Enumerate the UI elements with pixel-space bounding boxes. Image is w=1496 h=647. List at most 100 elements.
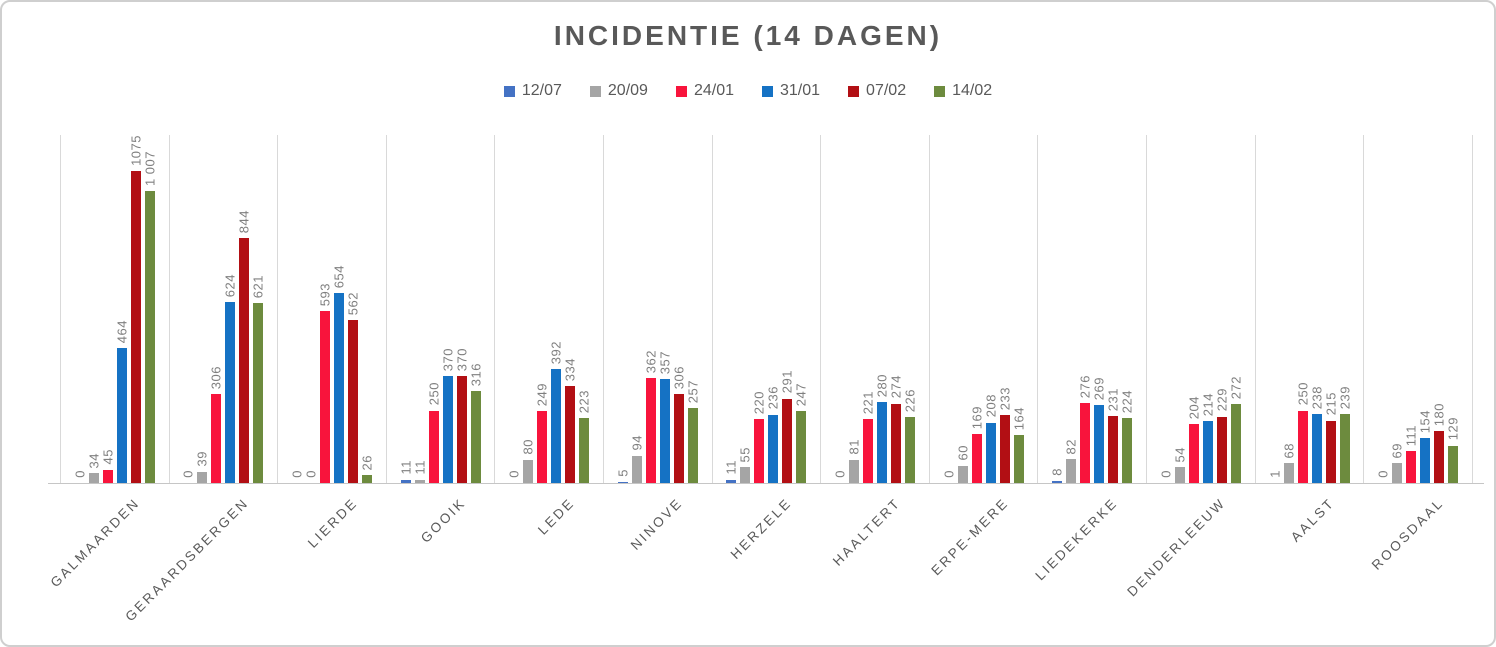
bar-value-label: 229 bbox=[1214, 388, 1230, 412]
bar bbox=[1311, 413, 1322, 483]
bar-slot: 844 bbox=[237, 135, 252, 483]
bar-slot: 8 bbox=[1050, 135, 1065, 483]
bar-value-label: 236 bbox=[765, 386, 781, 410]
bar bbox=[551, 369, 562, 483]
bar-slot: 82 bbox=[1064, 135, 1079, 483]
bar-slot: 39 bbox=[195, 135, 210, 483]
legend-label: 07/02 bbox=[866, 82, 907, 99]
bar-value-label: 11 bbox=[398, 460, 414, 475]
bar-value-label: 593 bbox=[317, 282, 333, 307]
category-panel: 0 60 169 208 233 164 bbox=[928, 135, 1038, 483]
legend-swatch-icon bbox=[934, 85, 946, 97]
bar-slot: 621 bbox=[251, 135, 266, 483]
bar bbox=[565, 386, 576, 483]
category-panel: 5 94 362 357 306 257 bbox=[603, 135, 712, 483]
legend-item-24/01: 24/01 bbox=[675, 82, 734, 100]
bar-value-label: 370 bbox=[440, 347, 456, 371]
bar-value-label: 0 bbox=[941, 470, 957, 478]
bar bbox=[1448, 445, 1459, 483]
bar-value-label: 0 bbox=[1158, 470, 1174, 478]
bar-value-label: 129 bbox=[1445, 417, 1461, 441]
bar bbox=[631, 455, 642, 483]
bar-slot: 0 bbox=[289, 135, 305, 483]
bar-value-label: 226 bbox=[902, 389, 918, 413]
bar-slot: 164 bbox=[1011, 135, 1027, 483]
bar-slot: 291 bbox=[780, 135, 795, 483]
bar-value-label: 0 bbox=[506, 470, 522, 478]
bar-slot: 214 bbox=[1200, 135, 1215, 483]
bar-group: 0 34 45 464 1075 1 007 bbox=[61, 135, 169, 483]
bar-slot: 111 bbox=[1404, 135, 1419, 483]
bar bbox=[905, 417, 916, 483]
category-panel: 0 69 111 154 180 129 bbox=[1363, 135, 1472, 483]
bar-value-label: 164 bbox=[1011, 407, 1027, 431]
bar-value-label: 257 bbox=[685, 380, 701, 404]
bar-value-label: 250 bbox=[1295, 382, 1310, 406]
bar-value-label: 69 bbox=[1389, 442, 1405, 458]
bar-value-label: 0 bbox=[289, 470, 305, 478]
bar-slot: 5 bbox=[615, 135, 630, 483]
bar bbox=[1052, 480, 1063, 483]
bar-slot: 257 bbox=[685, 135, 701, 483]
bar-slot: 247 bbox=[794, 135, 809, 483]
bar bbox=[849, 459, 860, 483]
bar-value-label: 0 bbox=[303, 470, 319, 478]
plot-area: 0 34 45 464 1075 1 007 0 39 306 624 844 621 0 0 593 654… bbox=[60, 135, 1473, 483]
bar bbox=[1420, 438, 1431, 483]
bar-slot: 272 bbox=[1228, 135, 1243, 483]
bar-slot: 249 bbox=[535, 135, 550, 483]
bar-slot: 224 bbox=[1119, 135, 1135, 483]
bar bbox=[225, 302, 236, 483]
category-panel: 0 0 593 654 562 26 bbox=[277, 135, 386, 483]
legend-label: 14/02 bbox=[952, 82, 993, 99]
bar-slot: 0 bbox=[72, 135, 87, 483]
bar bbox=[428, 410, 439, 483]
legend-swatch-icon bbox=[848, 85, 860, 97]
bar-slot: 562 bbox=[346, 135, 361, 483]
legend-item-20/09: 20/09 bbox=[589, 82, 648, 100]
category-label: NINOVE bbox=[628, 495, 686, 553]
bar-slot: 129 bbox=[1445, 135, 1461, 483]
bar-value-label: 80 bbox=[520, 439, 536, 455]
bar bbox=[1122, 418, 1133, 483]
bar bbox=[645, 378, 656, 483]
bar bbox=[442, 375, 453, 483]
bar-slot: 80 bbox=[520, 135, 536, 483]
bar-value-label: 239 bbox=[1337, 385, 1352, 409]
legend-item-31/01: 31/01 bbox=[762, 82, 820, 100]
bar-value-label: 224 bbox=[1119, 389, 1135, 414]
legend-label: 24/01 bbox=[693, 82, 734, 99]
bar bbox=[768, 414, 779, 483]
bar bbox=[116, 348, 127, 483]
bar-slot: 233 bbox=[997, 135, 1013, 483]
bar bbox=[1094, 405, 1105, 483]
bar bbox=[726, 479, 737, 483]
bar-slot: 306 bbox=[671, 135, 686, 483]
bar bbox=[1283, 463, 1294, 483]
category-panel: 0 81 221 280 274 226 bbox=[820, 135, 929, 483]
bar-slot: 392 bbox=[549, 135, 564, 483]
bar-group: 0 81 221 280 274 226 bbox=[821, 135, 929, 483]
category-label: DENDERLEEUW bbox=[1124, 495, 1230, 600]
bar-slot: 180 bbox=[1431, 135, 1447, 483]
bar bbox=[1230, 404, 1241, 483]
bar-value-label: 180 bbox=[1431, 402, 1447, 426]
bar bbox=[754, 419, 765, 483]
bar bbox=[197, 471, 208, 483]
bar bbox=[1188, 423, 1199, 483]
bar bbox=[1406, 450, 1417, 483]
bar-value-label: 233 bbox=[997, 387, 1013, 411]
bar-value-label: 68 bbox=[1281, 442, 1296, 459]
bar-value-label: 464 bbox=[114, 320, 130, 344]
bar-slot: 236 bbox=[765, 135, 781, 483]
bar bbox=[971, 434, 982, 483]
legend-swatch-icon bbox=[589, 85, 601, 97]
category-panel: 11 55 220 236 291 247 bbox=[711, 135, 821, 483]
bar bbox=[414, 479, 425, 483]
bar-slot: 0 bbox=[833, 135, 848, 483]
bar-value-label: 269 bbox=[1091, 376, 1107, 400]
bar-value-label: 357 bbox=[657, 351, 673, 375]
category-panel: 0 39 306 624 844 621 bbox=[168, 135, 278, 483]
category-panel: 0 54 204 214 229 272 bbox=[1146, 135, 1255, 483]
bar-slot: 316 bbox=[468, 135, 483, 483]
